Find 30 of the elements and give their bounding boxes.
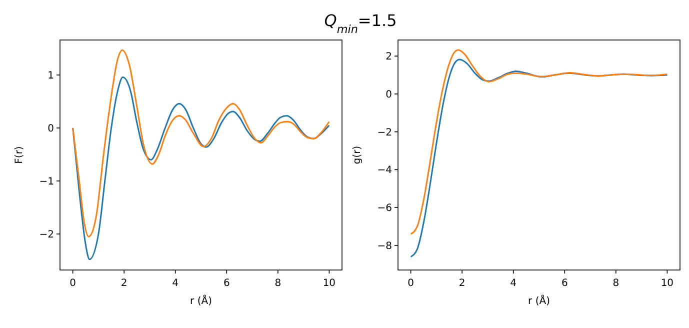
- y-tick-label: 0: [386, 89, 392, 100]
- line-series: [410, 49, 668, 235]
- x-tick-label: 6: [561, 278, 568, 289]
- x-tick-label: 0: [408, 278, 414, 289]
- line-series: [72, 49, 330, 238]
- x-tick-label: 6: [223, 278, 230, 289]
- y-tick-label: −2: [377, 127, 392, 138]
- x-tick-label: 4: [510, 278, 517, 289]
- x-tick-label: 8: [612, 278, 620, 289]
- y-tick-label: −4: [377, 165, 392, 176]
- x-tick-label: 10: [322, 278, 336, 289]
- x-tick-label: 4: [172, 278, 179, 289]
- y-tick-label: 1: [48, 70, 54, 82]
- y-tick-label: −8: [377, 240, 392, 252]
- y-axis-title: g(r): [352, 146, 363, 164]
- y-tick-label: 0: [48, 123, 54, 134]
- y-tick-label: −2: [39, 229, 54, 240]
- x-tick-label: 2: [120, 278, 128, 289]
- x-tick-label: 2: [458, 278, 466, 289]
- line-series: [72, 76, 330, 260]
- y-axis-title: F(r): [14, 146, 25, 164]
- y-tick-label: −1: [39, 176, 54, 188]
- x-axis-title: r (Å): [528, 294, 550, 307]
- x-axis-title: r (Å): [190, 294, 212, 307]
- chart-title: Q$_{min}$=1.5: [324, 11, 397, 36]
- x-tick-label: 10: [660, 278, 674, 289]
- x-tick-label: 8: [274, 278, 282, 289]
- y-tick-label: 2: [386, 52, 392, 63]
- y-tick-label: −6: [377, 203, 392, 214]
- x-tick-label: 0: [70, 278, 76, 289]
